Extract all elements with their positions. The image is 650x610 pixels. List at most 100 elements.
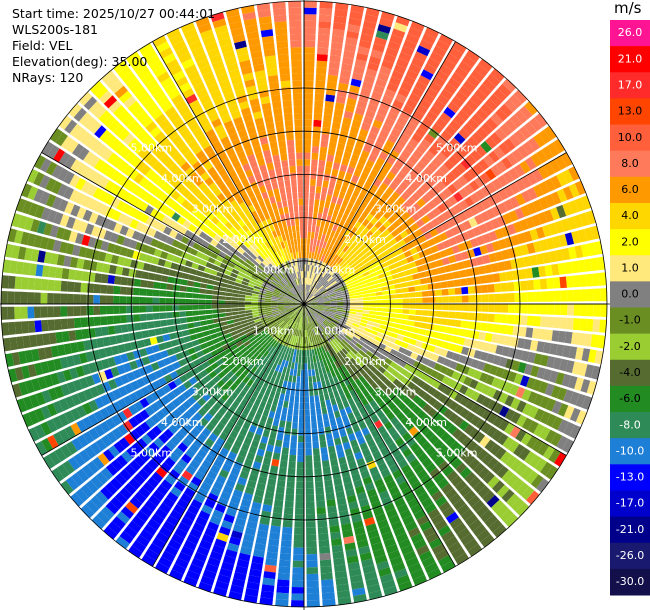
- range-gate: [355, 291, 363, 296]
- range-gate: [490, 68, 505, 82]
- range-gate: [590, 334, 599, 348]
- range-gate: [398, 329, 406, 336]
- range-gate: [439, 112, 452, 124]
- range-gate: [466, 229, 476, 239]
- range-gate: [552, 235, 562, 249]
- range-gate: [472, 163, 484, 175]
- range-gate: [329, 202, 336, 210]
- range-gate: [569, 424, 581, 439]
- range-gate: [383, 211, 392, 220]
- range-gate: [322, 295, 330, 299]
- range-gate: [411, 165, 422, 176]
- range-gate: [492, 355, 502, 366]
- range-gate: [565, 360, 575, 374]
- range-gate: [439, 365, 449, 375]
- range-gate: [343, 299, 350, 302]
- range-gate: [425, 221, 435, 231]
- range-gate: [430, 369, 439, 379]
- range-gate: [498, 238, 508, 250]
- range-gate: [310, 272, 314, 279]
- range-gate: [335, 256, 341, 263]
- range-gate: [510, 397, 521, 410]
- range-gate: [338, 170, 346, 179]
- range-gate: [372, 119, 383, 129]
- range-gate: [553, 317, 561, 329]
- range-gate: [531, 214, 542, 227]
- range-gate: [318, 276, 324, 283]
- range-gate: [354, 317, 362, 322]
- range-gate: [364, 274, 372, 280]
- range-gate: [452, 352, 461, 362]
- range-gate: [473, 247, 482, 257]
- range-gate: [448, 255, 457, 264]
- range-gate: [341, 316, 348, 321]
- range-gate: [449, 360, 458, 370]
- range-gate: [349, 295, 357, 299]
- range-gate: [507, 247, 517, 259]
- range-gate: [376, 304, 383, 308]
- range-gate: [384, 139, 395, 150]
- range-gate: [376, 307, 383, 312]
- range-gate: [532, 169, 544, 183]
- range-gate: [309, 185, 316, 193]
- range-gate: [396, 116, 408, 127]
- range-gate: [304, 297, 306, 304]
- ppi-gates: [1, 1, 607, 607]
- range-gate: [410, 222, 420, 232]
- range-gate: [341, 289, 349, 294]
- range-gate: [569, 391, 580, 406]
- range-gate: [424, 27, 439, 39]
- range-gate: [396, 334, 405, 341]
- range-gate: [350, 78, 362, 88]
- range-gate: [399, 132, 411, 143]
- range-gate: [483, 363, 492, 374]
- range-gate: [447, 280, 455, 288]
- range-gate: [520, 375, 530, 387]
- range-gate: [402, 298, 410, 304]
- range-gate: [332, 224, 339, 232]
- range-gate: [405, 69, 419, 80]
- range-gate: [306, 291, 310, 298]
- range-gate: [447, 207, 458, 217]
- range-gate: [600, 304, 607, 317]
- range-gate: [316, 54, 328, 62]
- range-gate: [544, 264, 553, 277]
- range-gate: [316, 219, 321, 227]
- range-gate: [307, 284, 310, 292]
- range-gate: [348, 17, 362, 27]
- range-gate: [313, 273, 318, 280]
- range-gate: [532, 328, 540, 339]
- range-gate: [343, 229, 350, 238]
- range-gate: [460, 231, 470, 242]
- range-gate: [331, 320, 339, 326]
- range-gate: [503, 138, 516, 152]
- range-gate: [322, 293, 329, 297]
- range-gate: [456, 223, 466, 233]
- range-gate: [509, 384, 520, 396]
- range-gate: [335, 291, 343, 296]
- range-gate: [408, 154, 419, 165]
- range-gate: [466, 249, 476, 259]
- range-gate: [458, 200, 469, 211]
- range-gate: [532, 184, 544, 198]
- range-gate: [558, 234, 568, 247]
- range-gate: [404, 349, 413, 357]
- range-gate: [520, 244, 529, 256]
- range-gate: [473, 350, 483, 360]
- range-gate: [367, 131, 378, 141]
- range-gate: [307, 278, 310, 285]
- range-gate: [571, 361, 581, 375]
- range-gate: [351, 204, 360, 213]
- range-gate: [469, 94, 483, 107]
- range-gate: [567, 289, 575, 302]
- range-gate: [328, 68, 339, 76]
- range-gate: [346, 320, 354, 325]
- range-gate: [322, 311, 329, 315]
- range-gate: [377, 107, 388, 117]
- range-gate: [435, 259, 444, 267]
- range-gate: [431, 268, 439, 276]
- range-gate: [328, 222, 334, 230]
- range-gate: [304, 198, 309, 206]
- range-gate: [320, 261, 325, 269]
- range-gate: [421, 284, 429, 291]
